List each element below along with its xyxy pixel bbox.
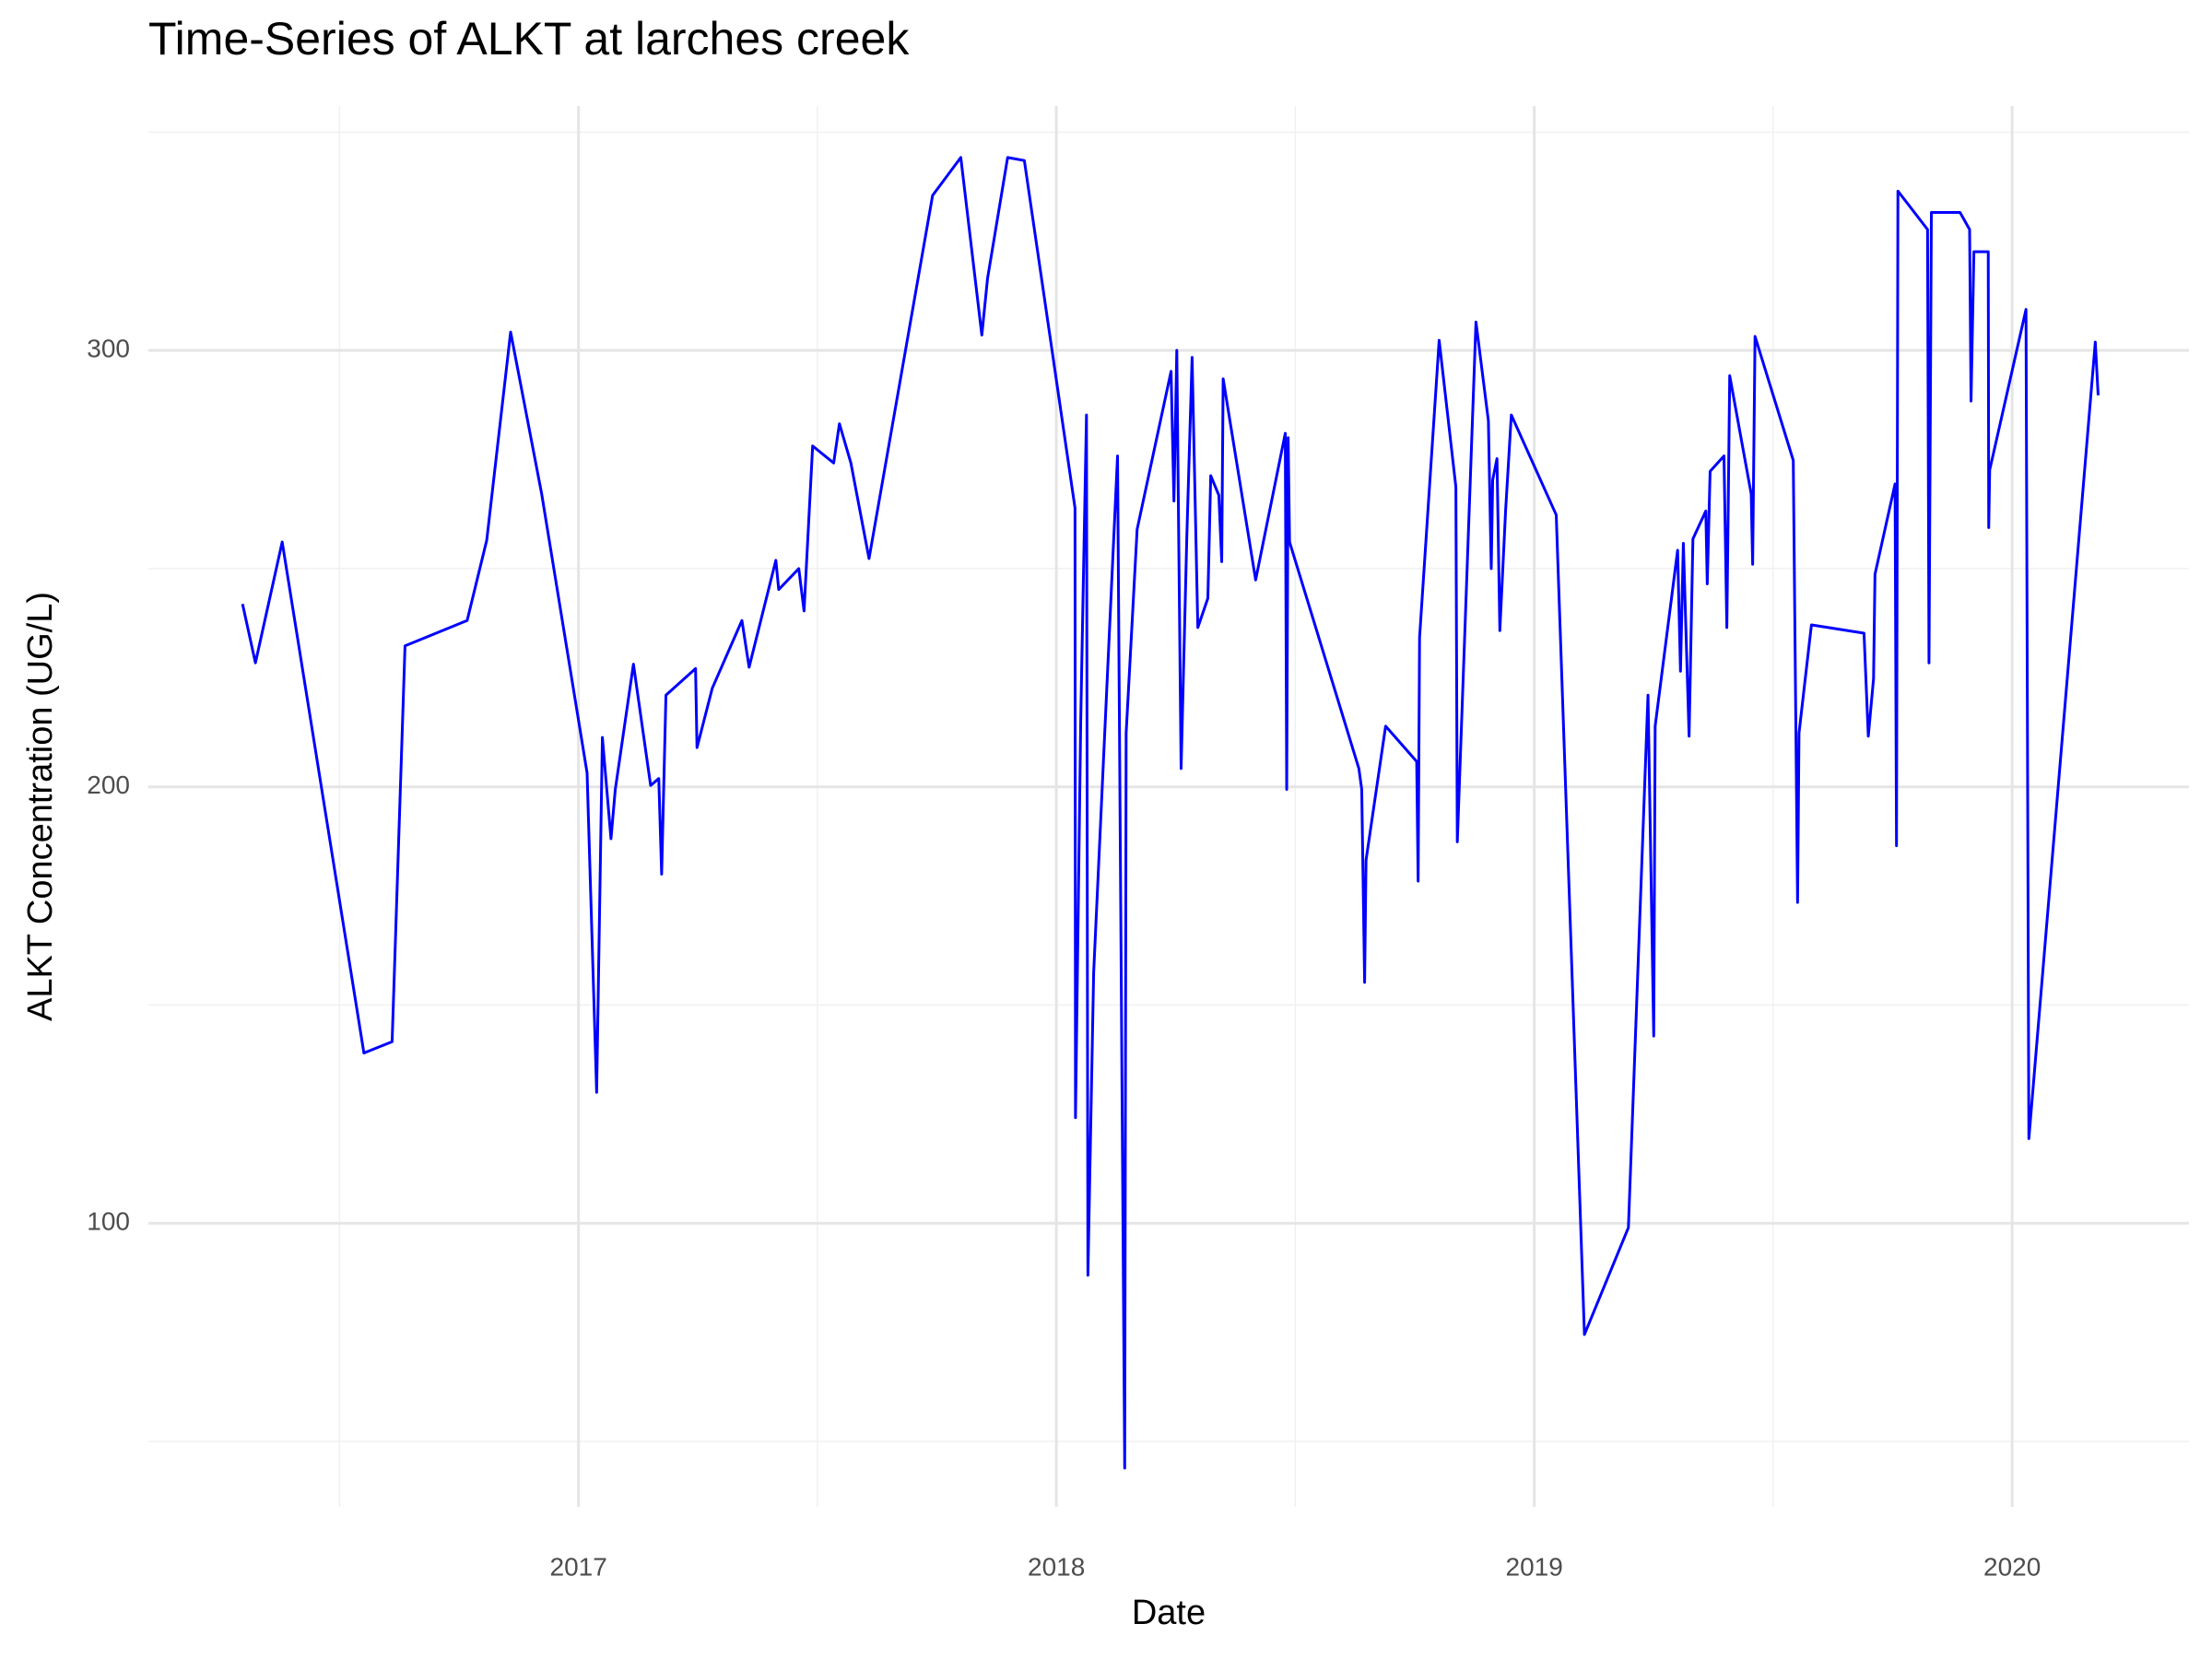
x-tick-label: 2017 <box>550 1552 607 1581</box>
chart-title: Time-Series of ALKT at larches creek <box>148 13 910 65</box>
x-tick-label: 2019 <box>1506 1552 1563 1581</box>
y-axis-title: ALKT Concentration (UG/L) <box>21 592 60 1021</box>
data-line <box>241 156 2100 1470</box>
x-axis-title: Date <box>1132 1594 1206 1632</box>
y-tick-label: 300 <box>87 335 130 363</box>
x-tick-label: 2020 <box>1983 1552 2041 1581</box>
y-tick-label: 200 <box>87 771 130 799</box>
y-tick-label: 100 <box>87 1207 130 1236</box>
x-tick-label: 2018 <box>1028 1552 1085 1581</box>
